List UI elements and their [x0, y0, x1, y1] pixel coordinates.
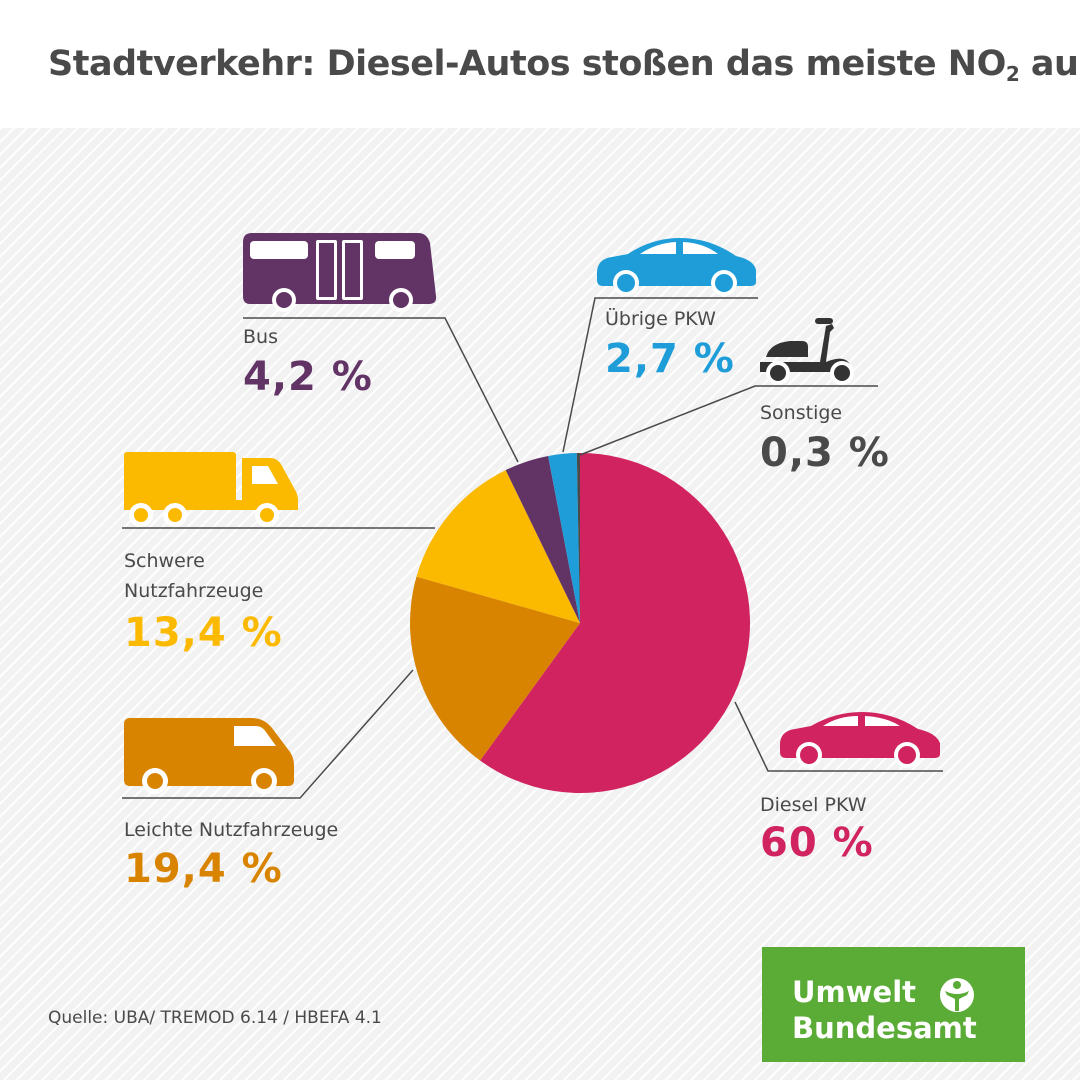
pie-slice-bus: [505, 456, 580, 623]
value-schwere: 13,4 %: [124, 610, 283, 656]
leader-line-bus: [243, 317, 519, 463]
label-sonstige: Sonstige: [760, 402, 843, 424]
label-leichte: Leichte Nutzfahrzeuge: [124, 819, 339, 841]
car-icon-diesel: [779, 712, 940, 768]
label-schwere-line1: Schwere: [124, 550, 205, 572]
leader-line-diesel: [734, 701, 943, 772]
car-icon-uebrige: [596, 238, 756, 296]
source-note: Quelle: UBA/ TREMOD 6.14 / HBEFA 4.1: [48, 1008, 382, 1028]
value-uebrige-pkw: 2,7 %: [605, 336, 735, 382]
truck-icon: [124, 452, 298, 527]
logo-text-line2: Bundesamt: [792, 1011, 977, 1045]
pie-slice-leichte-nutzfahrzeuge: [410, 576, 580, 761]
van-icon: [124, 718, 294, 794]
label-schwere-line2: Nutzfahrzeuge: [124, 580, 264, 602]
pie-slice-sonstige: [576, 453, 580, 623]
pie-slice-diesel-pkw: [480, 453, 751, 793]
person-tree-icon: [940, 978, 974, 1012]
pie-slice-schwere-nutzfahrzeuge: [416, 470, 580, 623]
label-diesel-pkw: Diesel PKW: [760, 794, 867, 816]
leader-line-uebrige-pkw: [562, 297, 758, 453]
value-bus: 4,2 %: [243, 354, 373, 400]
label-uebrige-pkw: Übrige PKW: [605, 308, 716, 330]
uba-logo: Umwelt Bundesamt: [762, 947, 1025, 1062]
value-sonstige: 0,3 %: [760, 430, 890, 476]
page-title: Stadtverkehr: Diesel-Autos stoßen das me…: [48, 44, 1080, 86]
leader-line-sonstige: [579, 385, 878, 456]
value-diesel-pkw: 60 %: [760, 820, 874, 866]
logo-text-line1: Umwelt: [792, 975, 917, 1009]
leader-line-leichte: [122, 669, 414, 799]
value-leichte: 19,4 %: [124, 846, 283, 892]
scooter-icon: [760, 318, 854, 385]
pie-slice-übrige-pkw: [548, 453, 580, 623]
bus-icon: [243, 233, 437, 312]
label-bus: Bus: [243, 326, 278, 348]
